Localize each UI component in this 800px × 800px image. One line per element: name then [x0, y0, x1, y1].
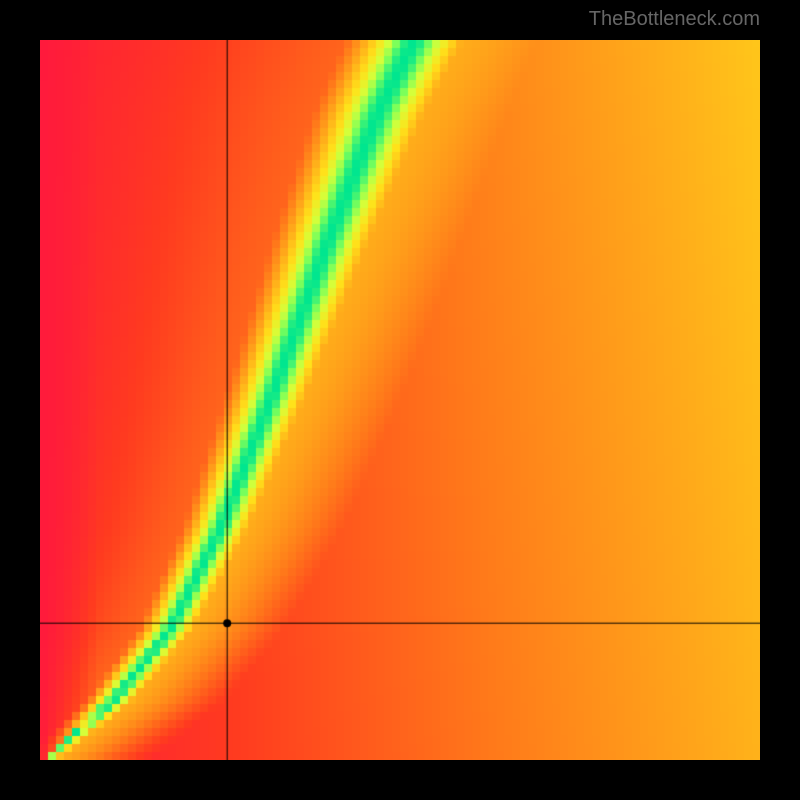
watermark-text: TheBottleneck.com	[589, 8, 760, 31]
bottleneck-heatmap	[40, 40, 760, 760]
heatmap-canvas	[40, 40, 760, 760]
